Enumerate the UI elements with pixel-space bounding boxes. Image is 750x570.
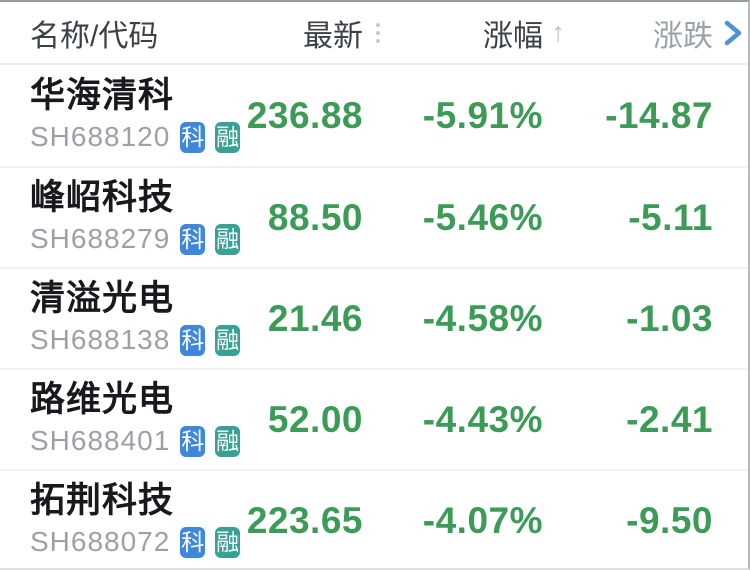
stock-identity: 峰岹科技 SH688279 科 融 <box>30 177 240 256</box>
change-percent: -4.58% <box>422 297 543 339</box>
stock-name: 路维光电 <box>30 379 175 419</box>
sort-ascending-icon: ↑ <box>551 16 566 47</box>
change-amount: -9.50 <box>626 499 713 541</box>
stock-name: 华海清科 <box>30 75 175 115</box>
tech-board-badge: 科 <box>180 121 206 153</box>
margin-trading-badge: 融 <box>215 121 240 153</box>
latest-price: 223.65 <box>246 499 363 541</box>
stock-code: SH688138 <box>30 324 171 356</box>
column-header-change-amt-label: 涨跌 <box>653 19 713 53</box>
vertical-dots-icon[interactable] <box>376 22 380 43</box>
change-amount: -2.41 <box>626 398 713 440</box>
stock-row[interactable]: 拓荆科技 SH688072 科 融 223.65 -4.07% -9.50 <box>0 469 748 568</box>
tech-board-badge: 科 <box>180 526 206 558</box>
column-header-name[interactable]: 名称/代码 <box>30 11 240 55</box>
column-header-latest-label: 最新 <box>303 19 363 53</box>
stock-code-line: SH688138 科 融 <box>30 324 240 356</box>
tech-board-badge: 科 <box>180 223 206 255</box>
latest-price: 52.00 <box>267 398 363 440</box>
change-percent: -5.91% <box>422 94 543 136</box>
change-amount: -1.03 <box>626 297 713 339</box>
stock-code-line: SH688279 科 融 <box>30 223 240 255</box>
stock-row[interactable]: 清溢光电 SH688138 科 融 21.46 -4.58% -1.03 <box>0 267 748 368</box>
change-amount: -5.11 <box>628 196 713 238</box>
latest-price: 21.46 <box>267 297 363 339</box>
latest-price: 236.88 <box>246 94 363 136</box>
stock-identity: 华海清科 SH688120 科 融 <box>30 75 240 154</box>
change-percent: -4.07% <box>422 499 543 541</box>
stock-code: SH688120 <box>30 121 171 153</box>
tech-board-badge: 科 <box>180 324 206 356</box>
stock-code-line: SH688120 科 融 <box>30 121 240 153</box>
change-percent: -4.43% <box>422 398 543 440</box>
stock-name: 清溢光电 <box>30 278 175 318</box>
stock-name: 峰岹科技 <box>30 177 175 217</box>
margin-trading-badge: 融 <box>215 223 240 255</box>
stock-identity: 路维光电 SH688401 科 融 <box>30 379 240 458</box>
tech-board-badge: 科 <box>180 425 206 457</box>
change-percent: -5.46% <box>422 196 543 238</box>
stock-identity: 拓荆科技 SH688072 科 融 <box>30 480 240 559</box>
stock-row[interactable]: 路维光电 SH688401 科 融 52.00 -4.43% -2.41 <box>0 368 748 469</box>
stock-row[interactable]: 峰岹科技 SH688279 科 融 88.50 -5.46% -5.11 <box>0 166 748 267</box>
stock-row[interactable]: 华海清科 SH688120 科 融 236.88 -5.91% -14.87 <box>0 65 748 166</box>
table-header-row: 名称/代码 最新 涨幅 ↑ 涨跌 <box>0 2 748 65</box>
stock-code: SH688072 <box>30 526 171 558</box>
margin-trading-badge: 融 <box>215 425 240 457</box>
chevron-right-icon[interactable] <box>722 18 744 48</box>
stock-code: SH688401 <box>30 425 171 457</box>
stock-list: 华海清科 SH688120 科 融 236.88 -5.91% -14.87 峰… <box>0 65 748 568</box>
column-header-latest[interactable]: 最新 <box>303 11 380 55</box>
latest-price: 88.50 <box>267 196 363 238</box>
column-header-change-pct-label: 涨幅 <box>483 19 543 53</box>
stock-identity: 清溢光电 SH688138 科 融 <box>30 278 240 357</box>
column-header-name-label: 名称/代码 <box>30 19 159 53</box>
margin-trading-badge: 融 <box>215 526 240 558</box>
column-header-change-amt[interactable]: 涨跌 <box>653 11 742 55</box>
column-header-change-pct[interactable]: 涨幅 ↑ <box>483 11 565 55</box>
stock-code-line: SH688401 科 融 <box>30 425 240 457</box>
stock-code-line: SH688072 科 融 <box>30 526 240 558</box>
change-amount: -14.87 <box>605 94 713 136</box>
stock-name: 拓荆科技 <box>30 480 175 520</box>
stock-code: SH688279 <box>30 223 171 255</box>
margin-trading-badge: 融 <box>215 324 240 356</box>
